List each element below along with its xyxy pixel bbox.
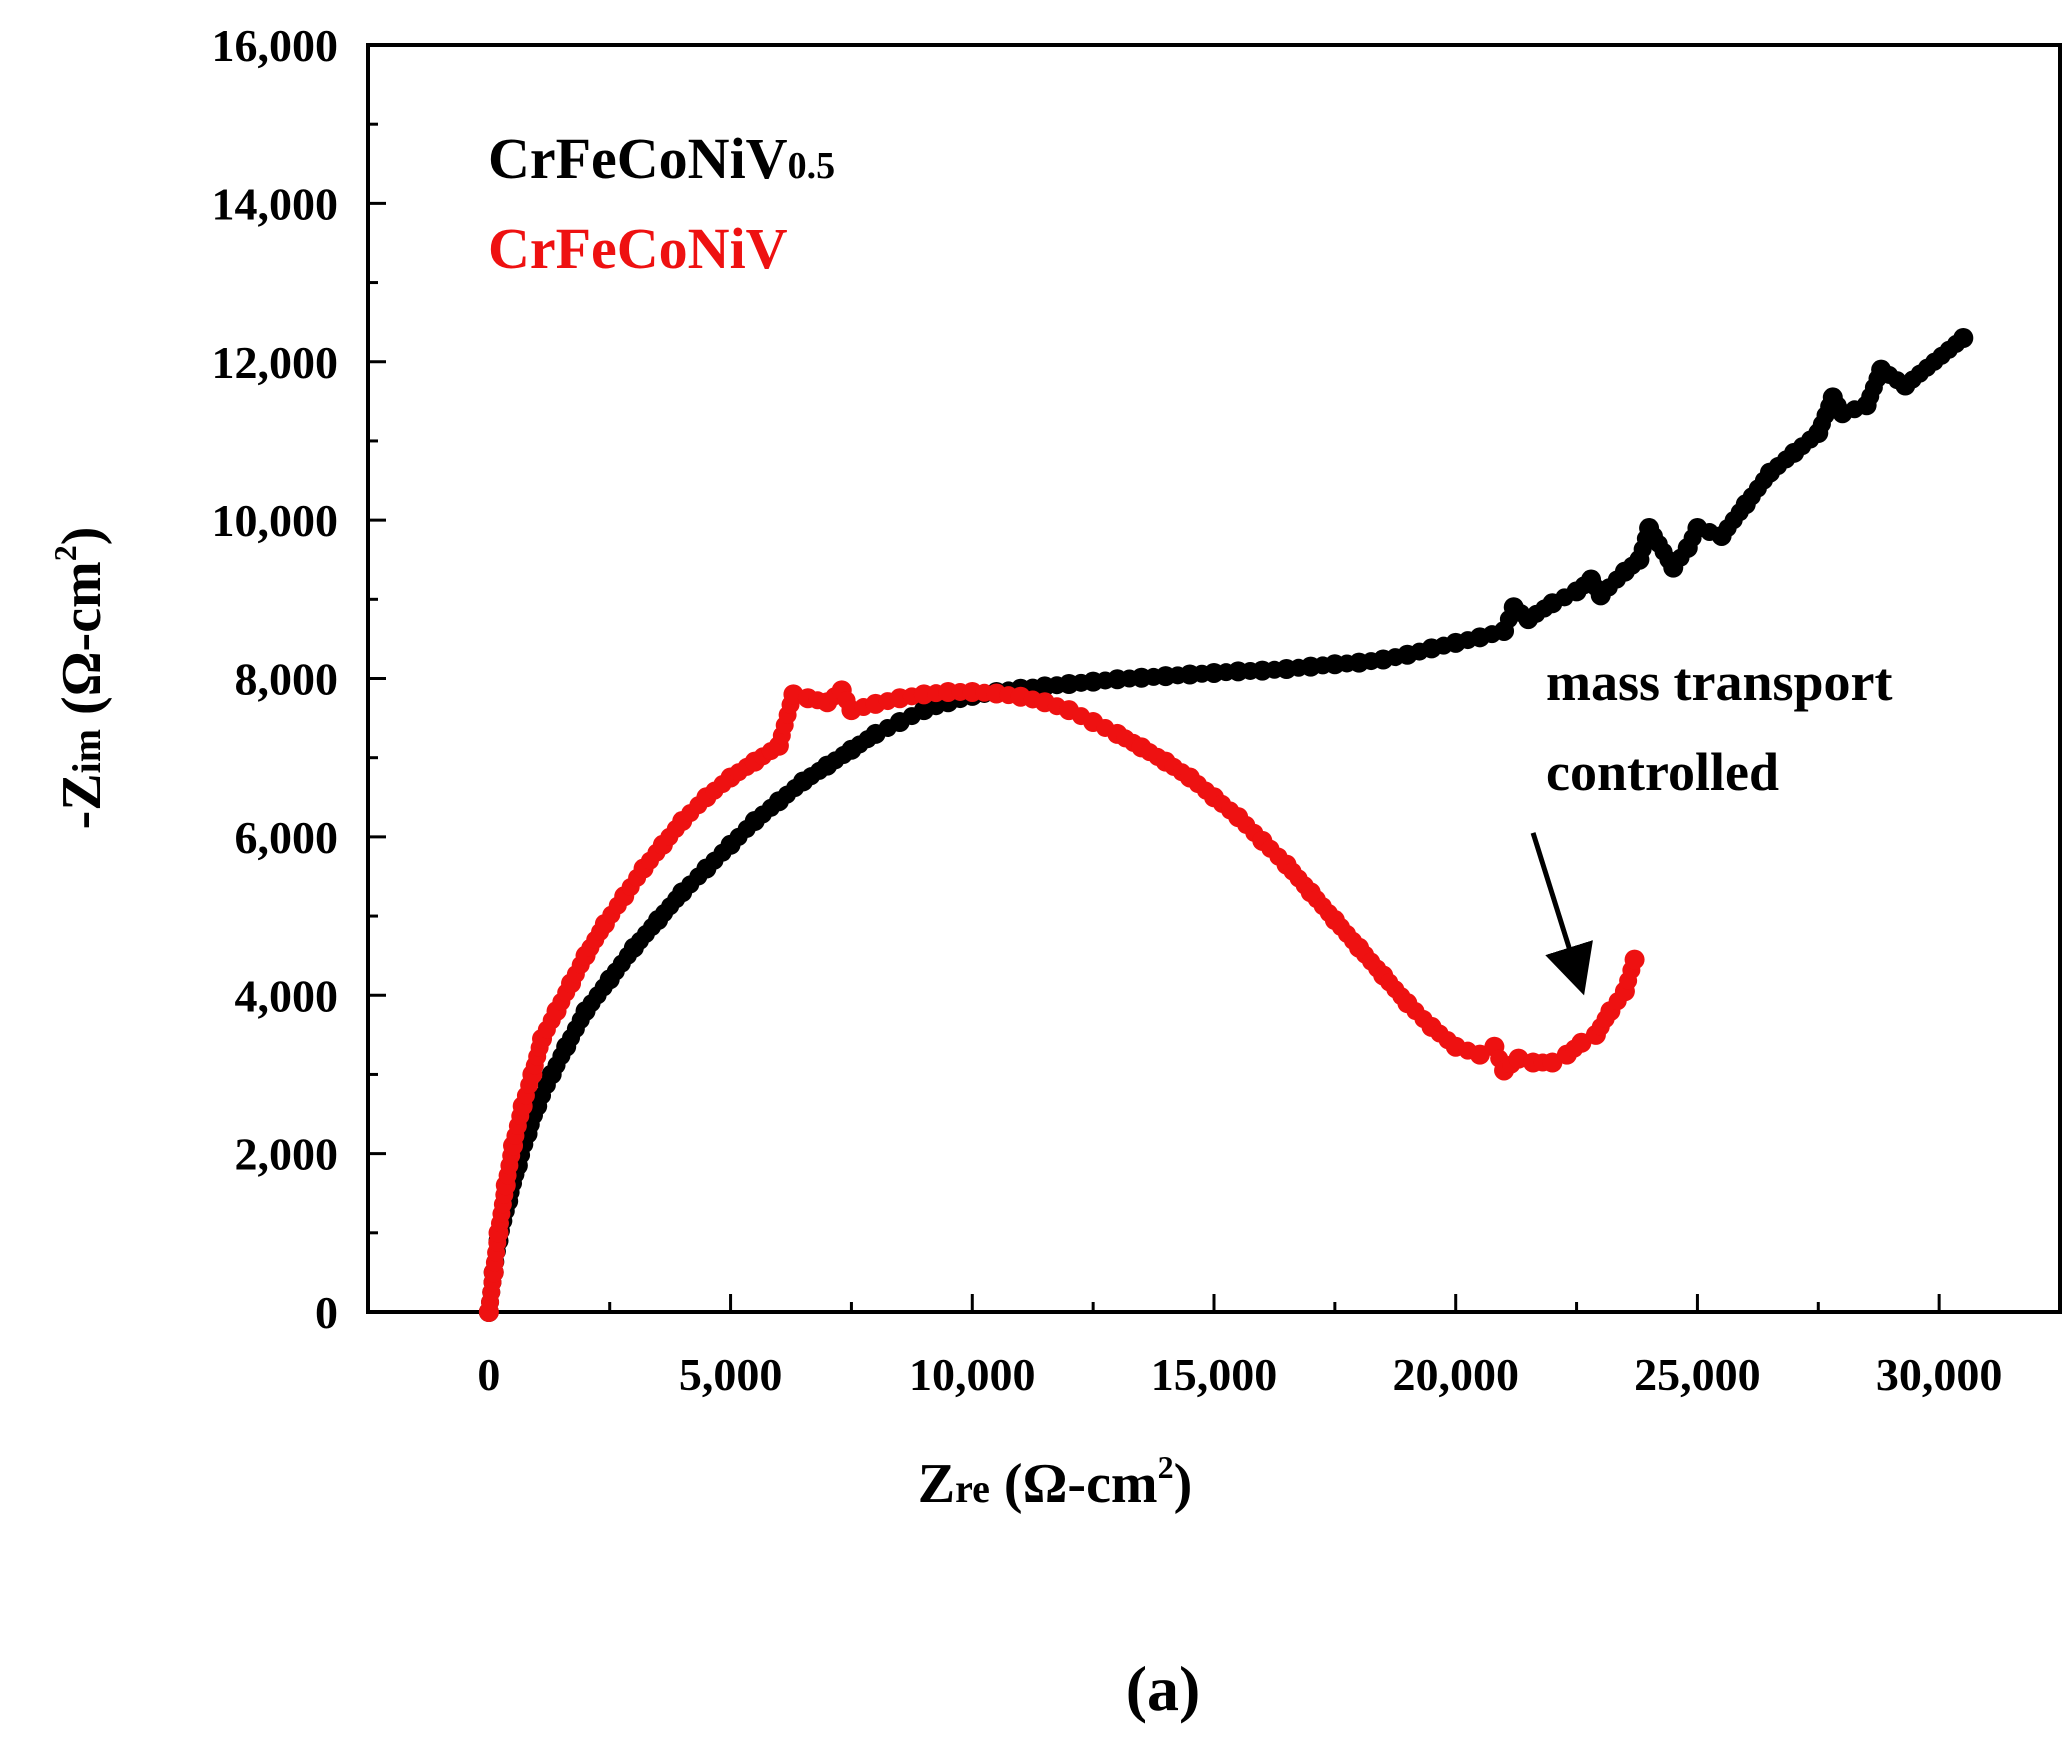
legend-entry-crfeconiv: CrFeCoNiV [488,216,788,281]
x-axis-title-sup: 2 [1158,1449,1174,1485]
y-tick-label: 6,000 [235,812,339,863]
y-tick-label: 0 [315,1287,338,1338]
annotation-line-2: controlled [1546,742,1779,802]
x-tick-label: 20,000 [1392,1349,1519,1400]
y-axis-ticks [368,43,386,1314]
annotation-line-1: mass transport [1546,652,1893,712]
y-axis-title-main: -Z [51,773,113,829]
annotation-arrow [1530,832,1593,996]
x-tick-label: 5,000 [679,1349,783,1400]
y-tick-label: 14,000 [212,178,339,229]
y-tick-label: 4,000 [235,970,339,1021]
y-axis-title-unit: (Ω-cm [51,561,113,715]
y-axis-title-sup: 2 [47,545,83,561]
legend-entry-crfeconiv05-main: CrFeCoNiV [488,126,788,191]
y-axis-title-close: ) [51,527,113,546]
y-tick-label: 8,000 [235,654,339,705]
x-axis-ticks [366,1294,1941,1312]
legend: CrFeCoNiV0.5 CrFeCoNiV [488,126,835,281]
series-crfeconiv05 [478,327,1974,1322]
series-crfeconiv [478,680,1645,1322]
annotation: mass transport controlled [1530,652,1893,996]
data-point [1953,327,1974,348]
x-tick-label: 15,000 [1151,1349,1278,1400]
x-axis-title-sub: re [955,1466,990,1511]
legend-entry-crfeconiv-main: CrFeCoNiV [488,216,788,281]
y-tick-label: 2,000 [235,1129,339,1180]
y-axis-tick-labels: 0 2,000 4,000 6,000 8,000 10,000 12,000 14,000 1… [212,20,339,1338]
legend-entry-crfeconiv05: CrFeCoNiV0.5 [488,126,835,191]
x-tick-label: 25,000 [1634,1349,1761,1400]
y-tick-label: 16,000 [212,20,339,71]
x-axis-tick-labels: 0 5,000 10,000 15,000 20,000 25,000 30,000 [477,1349,2002,1400]
x-axis-title-main: Z [918,1453,955,1515]
series-layer [478,327,1974,1322]
data-point [1624,949,1645,970]
panel-label: (a) [1126,1653,1201,1724]
x-tick-label: 10,000 [909,1349,1036,1400]
x-axis-title-unit: (Ω-cm [1004,1453,1158,1515]
x-tick-label: 30,000 [1876,1349,2003,1400]
x-tick-label: 0 [477,1349,500,1400]
y-axis-title-sub: im [64,729,109,773]
legend-entry-crfeconiv05-sub: 0.5 [788,145,836,187]
y-tick-label: 12,000 [212,337,339,388]
x-axis-title: Zre (Ω-cm2) [918,1449,1192,1515]
y-tick-label: 10,000 [212,495,339,546]
y-axis-title: -Zim (Ω-cm2) [47,527,113,830]
x-axis-title-close: ) [1174,1453,1193,1515]
